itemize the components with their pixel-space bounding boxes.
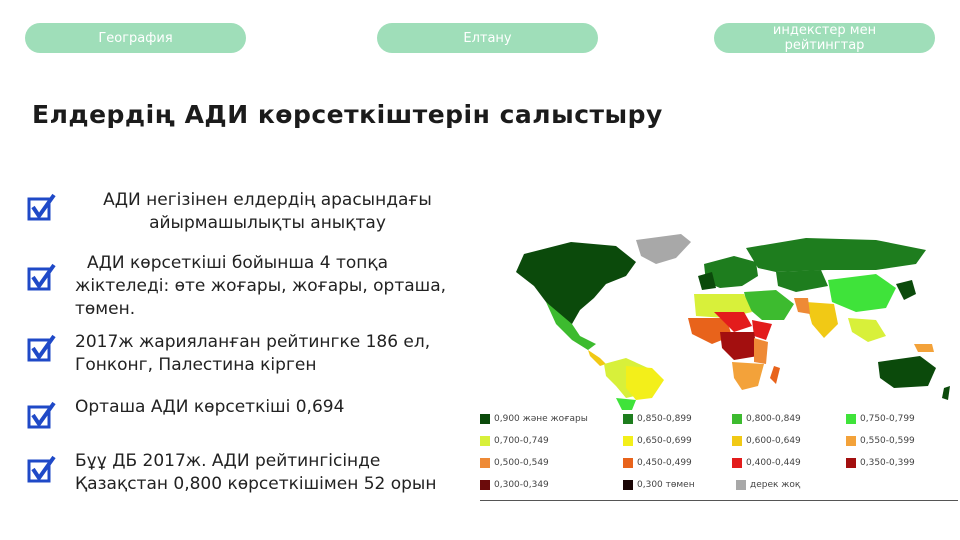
legend-label: 0,450-0,499 [637,458,692,468]
legend-label: 0,850-0,899 [637,414,692,424]
map-pakistan [794,298,810,314]
map-europe-west [698,272,716,290]
legend-item: 0,750-0,799 [846,414,915,424]
map-central-america [588,350,606,366]
checkbox-icon [27,263,56,291]
bullet-text-3: 2017ж жарияланған рейтингке 186 ел, Гонк… [75,332,431,375]
map-south-america-south [616,398,636,410]
map-east-asia [896,280,916,300]
legend-label: 0,800-0,849 [746,414,801,424]
legend-swatch [623,458,633,468]
tab-eltanu[interactable]: Елтану [377,23,598,53]
legend-swatch [480,480,490,490]
legend-item: 0,550-0,599 [846,436,915,446]
legend-label: 0,700-0,749 [494,436,549,446]
legend-item: 0,800-0,849 [732,414,801,424]
legend-item: 0,300 төмен [623,480,695,490]
legend-label: дерек жоқ [750,480,801,490]
legend-swatch [846,436,856,446]
map-mexico [546,302,596,350]
legend-swatch [623,414,633,424]
legend-swatch [480,458,490,468]
legend-label: 0,300-0,349 [494,480,549,490]
map-india [806,302,838,338]
map-central-africa [720,332,758,360]
bullet-text-2: АДИ көрсеткіші бойынша 4 топқа жіктеледі… [75,253,447,319]
map-se-asia [848,318,886,342]
bullet-text-1: АДИ негізінен елдердің арасындағы айырма… [103,190,432,233]
legend-swatch [732,458,742,468]
map-russia [746,238,926,272]
legend-item: 0,650-0,699 [623,436,692,446]
map-europe [704,256,758,288]
map-south-america-brazil [626,366,664,400]
checkbox-icon [27,455,56,483]
bullet-text-5: Бұұ ДБ 2017ж. АДИ рейтингісінде Қазақста… [75,451,437,494]
legend-label: 0,900 және жоғары [494,414,588,424]
map-new-zealand [942,386,950,400]
tab-indexes-ratings[interactable]: индекстер мен рейтингтар [714,23,935,53]
legend-swatch [736,480,746,490]
page-title: Елдердің АДИ көрсеткіштерін салыстыру [32,100,663,129]
legend-item: 0,300-0,349 [480,480,549,490]
legend-swatch [480,414,490,424]
legend-swatch [623,436,633,446]
map-australia [878,356,936,388]
map-madagascar [770,366,780,384]
legend-label: 0,350-0,399 [860,458,915,468]
legend-item: 0,450-0,499 [623,458,692,468]
map-kazakhstan [776,270,828,292]
map-png [914,344,934,352]
legend-label: 0,750-0,799 [860,414,915,424]
legend-item: 0,700-0,749 [480,436,549,446]
legend-label: 0,300 төмен [637,480,695,490]
legend-label: 0,650-0,699 [637,436,692,446]
checkbox-icon [27,334,56,362]
legend-label: 0,400-0,449 [746,458,801,468]
tab-geography-label: География [98,30,173,46]
legend-item: 0,600-0,649 [732,436,801,446]
legend-swatch [846,414,856,424]
legend-item: 0,850-0,899 [623,414,692,424]
map-north-america [516,242,636,324]
checkbox-icon [27,401,56,429]
legend-swatch [480,436,490,446]
map-greenland [636,234,691,264]
legend-item: 0,900 және жоғары [480,414,588,424]
legend-label: 0,600-0,649 [746,436,801,446]
legend-item: 0,500-0,549 [480,458,549,468]
map-southern-africa [732,362,764,390]
legend-swatch [732,414,742,424]
map-sahel [714,312,752,332]
map-middle-east [744,290,794,320]
legend-swatch [623,480,633,490]
legend-item: 0,400-0,449 [732,458,801,468]
checkbox-icon [27,193,56,221]
tab-indexes-ratings-label: индекстер мен рейтингтар [772,23,877,53]
legend-item: 0,350-0,399 [846,458,915,468]
world-hdi-map [516,234,950,410]
tab-geography[interactable]: География [25,23,246,53]
tab-eltanu-label: Елтану [463,30,512,46]
legend-swatch [846,458,856,468]
bullet-text-4: Орташа АДИ көрсеткіші 0,694 [75,397,345,417]
legend-swatch [732,436,742,446]
map-horn-africa [752,320,772,340]
legend-label: 0,550-0,599 [860,436,915,446]
legend-item: дерек жоқ [736,480,800,490]
legend-divider [480,500,958,501]
map-china [828,274,896,312]
map-east-africa [754,338,768,364]
legend-label: 0,500-0,549 [494,458,549,468]
